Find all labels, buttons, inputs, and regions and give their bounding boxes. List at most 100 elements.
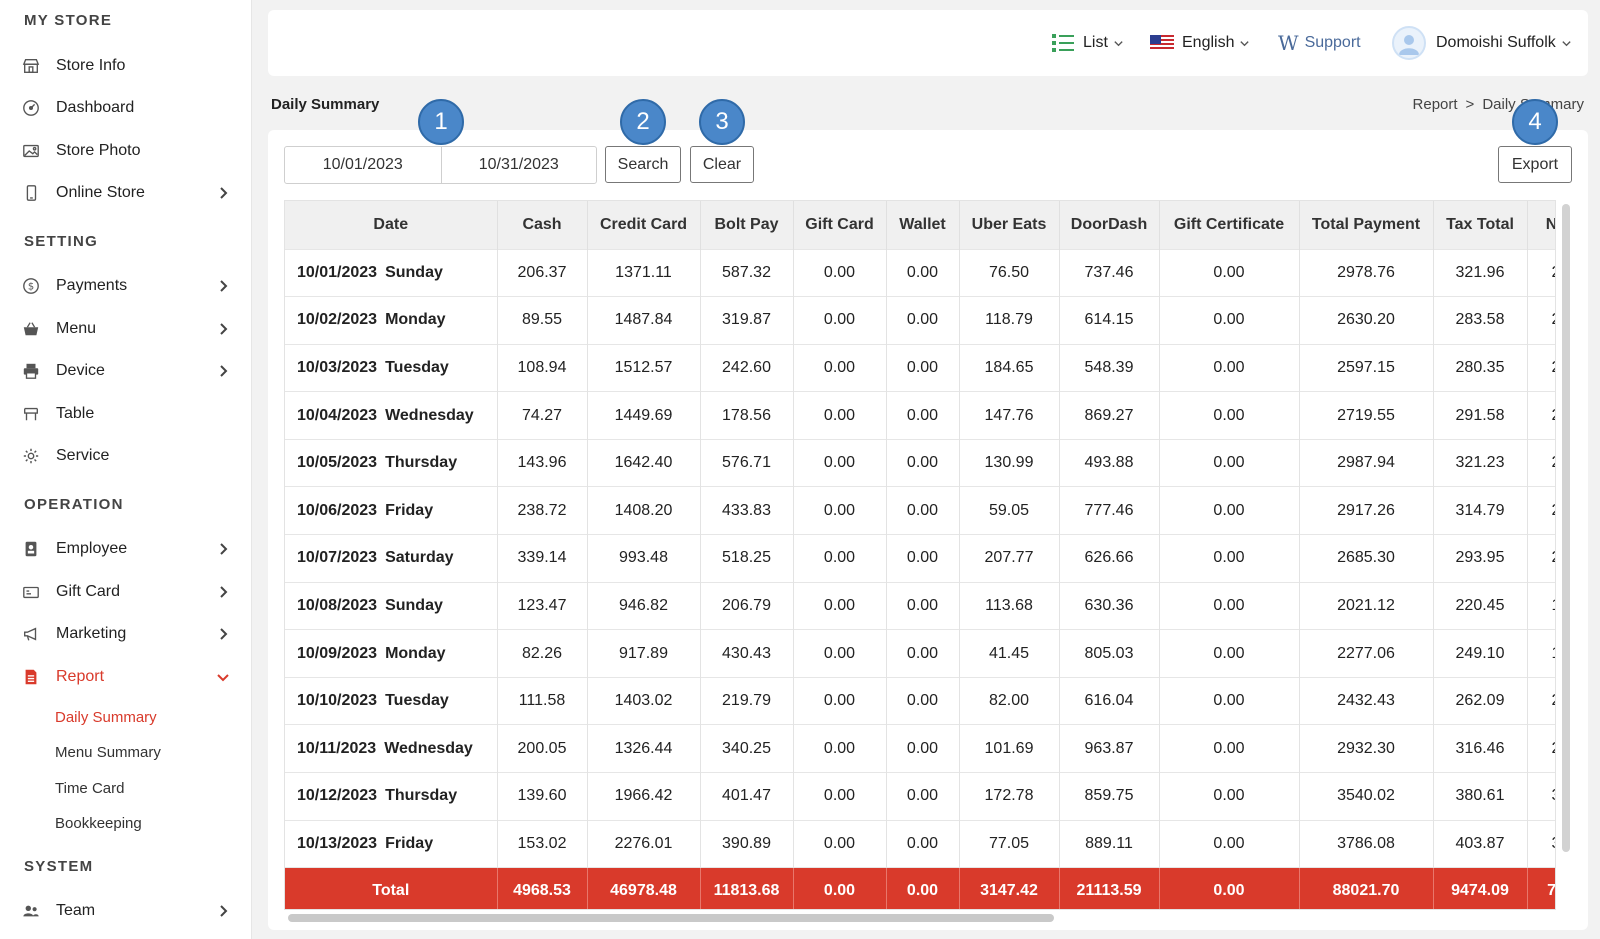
column-header[interactable]: DoorDash	[1059, 201, 1160, 249]
table-row: 10/02/2023 Monday 89.55 1487.84 319.87 0.00 0.…	[285, 296, 1555, 345]
gear-icon	[20, 445, 42, 467]
table-cell: 403.87	[1433, 819, 1528, 868]
sidebar-item-report[interactable]: Report	[20, 662, 230, 692]
sidebar-item-payments[interactable]: $ Payments	[20, 271, 230, 301]
sidebar-item-team[interactable]: Team	[20, 896, 230, 926]
table-cell: 200.05	[497, 724, 588, 773]
table-cell: 493.88	[1059, 438, 1160, 487]
table-cell: 1	[1527, 629, 1555, 678]
table-cell: 316.46	[1433, 724, 1528, 773]
table-cell: 2597.15	[1299, 343, 1434, 392]
table-cell: 3	[1527, 772, 1555, 821]
sidebar-item-dashboard[interactable]: Dashboard	[20, 93, 230, 123]
sidebar-item-service[interactable]: Service	[20, 441, 230, 471]
row-weekday: Monday	[385, 311, 446, 329]
column-header[interactable]: Bolt Pay	[700, 201, 794, 249]
sidebar-item-employee[interactable]: Employee	[20, 534, 230, 564]
view-mode-dropdown[interactable]: List	[1052, 10, 1124, 76]
row-date: 10/11/2023	[297, 739, 377, 757]
table-cell: 0.00	[886, 629, 960, 678]
breadcrumb-separator: >	[1465, 96, 1475, 113]
row-date: 10/10/2023	[297, 692, 378, 710]
horizontal-scrollbar[interactable]	[288, 914, 1054, 922]
clear-button[interactable]: Clear	[690, 146, 754, 183]
table-cell: 74.27	[497, 391, 588, 440]
table-cell: 737.46	[1059, 248, 1160, 297]
wordpress-icon: W	[1278, 31, 1299, 55]
row-weekday: Monday	[385, 644, 446, 662]
chevron-down-icon	[1240, 40, 1250, 46]
sidebar-item-table[interactable]: Table	[20, 399, 230, 429]
column-header[interactable]: Cash	[497, 201, 588, 249]
table-cell: 2630.20	[1299, 296, 1434, 345]
sidebar-item-store-info[interactable]: Store Info	[20, 51, 230, 81]
us-flag-icon	[1150, 35, 1174, 51]
column-header[interactable]: Gift Certificate	[1159, 201, 1300, 249]
table-row: 10/06/2023 Friday 238.72 1408.20 433.83 0.00 0…	[285, 486, 1555, 535]
table-cell: 889.11	[1059, 819, 1160, 868]
language-label: English	[1182, 34, 1235, 51]
column-header[interactable]: Gift Card	[793, 201, 887, 249]
export-button[interactable]: Export	[1498, 146, 1572, 183]
table-row: 10/03/2023 Tuesday 108.94 1512.57 242.60 0.00…	[285, 343, 1555, 392]
sidebar-item-menu[interactable]: Menu	[20, 314, 230, 344]
table-cell: 2277.06	[1299, 629, 1434, 678]
table-cell: 2917.26	[1299, 486, 1434, 535]
table-cell: 0.00	[1159, 438, 1300, 487]
row-weekday: Friday	[385, 501, 434, 519]
table-cell: 0.00	[886, 819, 960, 868]
total-cell: 21113.59	[1059, 867, 1160, 909]
table-cell: 946.82	[587, 581, 701, 630]
column-header[interactable]: Total Payment	[1299, 201, 1434, 249]
table-cell: 280.35	[1433, 343, 1528, 392]
table-cell: 963.87	[1059, 724, 1160, 773]
table-cell: 0.00	[886, 486, 960, 535]
sidebar-item-device[interactable]: Device	[20, 356, 230, 386]
table-cell: 0.00	[793, 629, 887, 678]
section-title-setting: SETTING	[24, 233, 99, 250]
date-cell: 10/04/2023 Wednesday	[285, 391, 498, 440]
table-cell: 0.00	[1159, 296, 1300, 345]
sidebar-subitem-daily-summary[interactable]: Daily Summary	[55, 709, 157, 726]
chevron-down-icon	[1562, 40, 1571, 46]
table-cell: 0.00	[1159, 676, 1300, 725]
sidebar-item-online-store[interactable]: Online Store	[20, 178, 230, 208]
column-header[interactable]: Ne	[1527, 201, 1555, 249]
row-date: 10/01/2023	[297, 263, 378, 281]
table-cell: 0.00	[1159, 724, 1300, 773]
breadcrumb-report[interactable]: Report	[1412, 96, 1458, 113]
search-button[interactable]: Search	[605, 146, 681, 183]
date-range-picker[interactable]	[284, 146, 597, 184]
date-cell: 10/09/2023 Monday	[285, 629, 498, 678]
table-cell: 614.15	[1059, 296, 1160, 345]
table-cell: 0.00	[1159, 629, 1300, 678]
column-header[interactable]: Wallet	[886, 201, 960, 249]
sidebar-subitem-bookkeeping[interactable]: Bookkeeping	[55, 815, 142, 832]
column-header[interactable]: Uber Eats	[959, 201, 1060, 249]
table-cell: 805.03	[1059, 629, 1160, 678]
language-dropdown[interactable]: English	[1150, 10, 1250, 76]
chevron-right-icon	[220, 586, 228, 598]
start-date-input[interactable]	[285, 147, 441, 183]
row-weekday: Thursday	[385, 454, 458, 472]
date-cell: 10/06/2023 Friday	[285, 486, 498, 535]
user-menu[interactable]: Domoishi Suffolk	[1392, 10, 1572, 76]
table-cell: 2021.12	[1299, 581, 1434, 630]
support-link[interactable]: W Support	[1278, 10, 1361, 76]
daily-summary-table: Date Cash Credit Card Bolt Pay Gift Card Wall…	[284, 200, 1556, 910]
table-icon	[20, 403, 42, 425]
total-cell: 9474.09	[1433, 867, 1528, 909]
sidebar-item-store-photo[interactable]: Store Photo	[20, 136, 230, 166]
sidebar-subitem-time-card[interactable]: Time Card	[55, 780, 125, 797]
column-header[interactable]: Credit Card	[587, 201, 701, 249]
table-cell: 0.00	[793, 676, 887, 725]
row-date: 10/08/2023	[297, 596, 378, 614]
column-header[interactable]: Tax Total	[1433, 201, 1528, 249]
sidebar-item-gift-card[interactable]: Gift Card	[20, 577, 230, 607]
sidebar-item-marketing[interactable]: Marketing	[20, 619, 230, 649]
end-date-input[interactable]	[440, 147, 596, 183]
table-cell: 0.00	[886, 391, 960, 440]
column-header[interactable]: Date	[285, 201, 498, 249]
sidebar-subitem-menu-summary[interactable]: Menu Summary	[55, 744, 161, 761]
vertical-scrollbar[interactable]	[1562, 204, 1570, 852]
